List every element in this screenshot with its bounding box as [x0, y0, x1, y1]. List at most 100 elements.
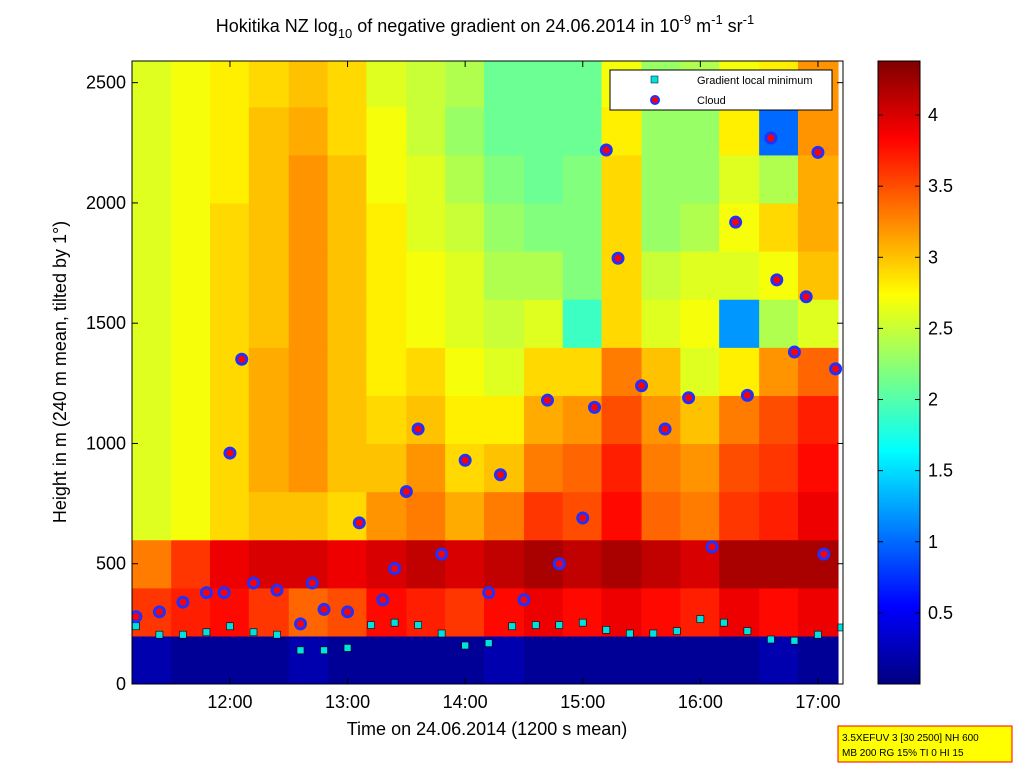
heat-cell	[366, 154, 407, 204]
heat-cell	[523, 251, 565, 300]
gradient-minimum	[625, 629, 634, 638]
heat-cell	[171, 299, 212, 348]
heat-cell	[483, 299, 525, 348]
heat-cell	[719, 154, 760, 204]
title-part: -9	[680, 12, 692, 27]
heat-cell	[797, 299, 839, 348]
cloud-point	[399, 485, 413, 499]
heat-cell	[327, 491, 369, 541]
title-part: of negative gradient on 24.06.2014 in 10	[352, 16, 679, 36]
y-tick-label: 0	[116, 674, 126, 694]
heat-cell	[327, 154, 369, 204]
heat-cell	[366, 395, 407, 445]
heat-cell	[132, 154, 172, 204]
cloud-point	[352, 516, 366, 530]
heat-cell	[523, 587, 565, 637]
heat-cell	[562, 154, 604, 204]
gradient-minimum	[437, 629, 446, 638]
title-part: -1	[743, 12, 755, 27]
cloud-point	[817, 547, 831, 561]
heat-cell	[483, 443, 525, 493]
heat-cell	[719, 443, 760, 493]
gradient-minimum	[296, 646, 305, 655]
gradient-minimum	[414, 621, 422, 629]
heat-cell	[601, 539, 643, 589]
y-axis-label: Height in m (240 m mean, tilted by 1°)	[50, 221, 70, 523]
cloud-point	[811, 145, 825, 159]
cloud-point	[611, 251, 625, 265]
colorbar-tick-label: 1.5	[928, 461, 953, 481]
cloud-point	[388, 562, 402, 576]
cloud-point	[740, 388, 754, 402]
heat-cell	[562, 635, 604, 684]
heat-cell	[327, 251, 369, 300]
gradient-minimum	[249, 628, 258, 637]
legend-box	[609, 69, 833, 111]
gradient-minimum	[179, 630, 187, 639]
heat-cell	[132, 347, 172, 396]
heat-cell	[601, 491, 643, 541]
cloud-point	[152, 605, 166, 619]
x-tick-label: 12:00	[207, 692, 252, 712]
heat-cell	[445, 154, 486, 204]
heat-cell	[680, 635, 721, 684]
gradient-minimum	[767, 635, 775, 644]
heat-cell	[209, 154, 251, 204]
cloud-point	[552, 557, 566, 571]
plot-frame	[131, 60, 844, 685]
heat-cell	[797, 154, 839, 204]
gradient-minimum	[461, 641, 469, 650]
heat-cell	[445, 539, 486, 589]
cloud-point	[482, 586, 496, 600]
chart-title: Hokitika NZ log10 of negative gradient o…	[216, 12, 754, 41]
cloud-point	[705, 540, 719, 554]
gradient-minimum	[790, 636, 799, 645]
heat-cell	[719, 251, 760, 300]
heat-cell	[406, 61, 447, 108]
heat-cell	[759, 587, 800, 637]
gradient-minimum	[578, 618, 587, 627]
heat-cell	[327, 635, 369, 684]
heat-cell	[288, 251, 330, 300]
cloud-point	[246, 576, 260, 590]
heat-cell	[641, 635, 683, 684]
heat-cell	[171, 491, 212, 541]
heat-cell	[680, 251, 721, 300]
cloud-point	[223, 446, 237, 460]
heat-cell	[171, 443, 212, 493]
heat-cell	[483, 154, 525, 204]
cloud-point	[435, 547, 449, 561]
x-tick-label: 13:00	[325, 692, 370, 712]
heat-cell	[209, 635, 251, 684]
gradient-minimum	[484, 639, 493, 647]
heat-cell	[601, 154, 643, 204]
cloud-point	[658, 422, 672, 436]
heat-cell	[248, 154, 290, 204]
heat-cell	[445, 61, 486, 108]
heat-cell	[366, 635, 407, 684]
heat-cell	[562, 347, 604, 396]
heat-cell	[759, 491, 800, 541]
heat-cell	[209, 202, 251, 252]
heat-cell	[288, 491, 330, 541]
heat-cell	[288, 202, 330, 252]
heat-cell	[523, 491, 565, 541]
heat-cell	[601, 443, 643, 493]
heat-cell	[641, 299, 683, 348]
heat-cell	[601, 347, 643, 396]
heat-cell	[483, 106, 525, 156]
heat-cell	[132, 443, 172, 493]
heat-cell	[288, 635, 330, 684]
heat-cell	[680, 443, 721, 493]
colorbar-tick-label: 1	[928, 532, 938, 552]
title-part: m	[691, 16, 711, 36]
cloud-point	[635, 379, 649, 393]
heat-cell	[132, 251, 172, 300]
heat-cell	[759, 539, 800, 589]
cloud-point	[235, 352, 249, 366]
cloud-point	[199, 586, 213, 600]
title-part: Hokitika NZ log	[216, 16, 338, 36]
heat-cell	[719, 587, 760, 637]
heat-cell	[719, 635, 760, 684]
x-tick-label: 14:00	[443, 692, 488, 712]
